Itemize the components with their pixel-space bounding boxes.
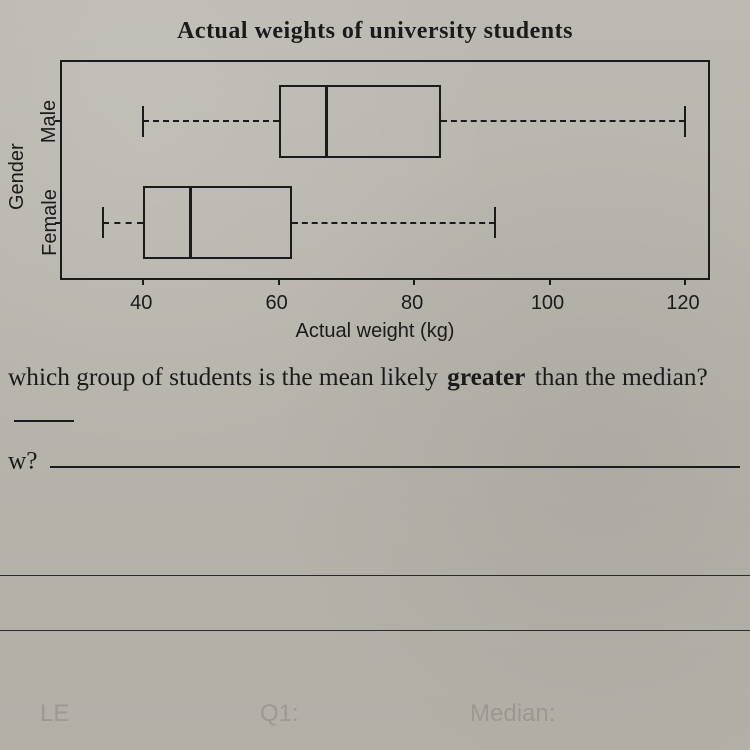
y-tick-mark — [55, 120, 62, 122]
x-tick-label: 60 — [266, 292, 288, 315]
whisker-cap — [142, 106, 144, 137]
question-line-2: w? — [0, 441, 750, 482]
x-tick-mark — [549, 278, 551, 285]
question-block: which group of students is the mean like… — [0, 360, 750, 481]
question-text-a: which group of students is the mean like… — [8, 363, 438, 391]
x-tick-label: 40 — [130, 292, 152, 315]
ghost-label: Q1: — [260, 700, 299, 728]
whisker-line — [103, 222, 144, 224]
whisker-cap — [684, 106, 686, 137]
median-male — [325, 85, 328, 158]
answer-blank-line[interactable] — [14, 394, 74, 421]
whisker-line — [292, 222, 495, 224]
page-root: { "title": { "text": "Actual weights of … — [0, 0, 750, 750]
median-female — [189, 186, 192, 259]
section-rule — [0, 575, 750, 576]
plot-area: MaleFemale — [62, 62, 708, 278]
box-male — [279, 85, 442, 158]
whisker-line — [441, 120, 685, 122]
ghost-label: Median: — [470, 700, 555, 728]
y-axis-title: Gender — [6, 143, 29, 210]
x-tick-mark — [142, 278, 144, 285]
boxplot-frame: MaleFemale — [60, 60, 710, 280]
question-line-1: which group of students is the mean like… — [0, 360, 750, 435]
whisker-cap — [494, 207, 496, 238]
chart-title: Actual weights of university students — [0, 18, 750, 45]
x-tick-label: 100 — [531, 292, 564, 315]
x-tick-label: 80 — [401, 292, 423, 315]
whisker-line — [143, 120, 278, 122]
x-tick-mark — [684, 278, 686, 285]
question-bold-word: greater — [447, 363, 525, 391]
question-text-b: than the median? — [528, 363, 707, 391]
x-tick-mark — [278, 278, 280, 285]
answer-blank-line-long[interactable] — [50, 441, 740, 468]
whisker-cap — [102, 207, 104, 238]
y-tick-mark — [55, 222, 62, 224]
ghost-label: LE — [40, 700, 69, 728]
x-tick-label: 120 — [666, 292, 699, 315]
section-rule — [0, 630, 750, 631]
box-female — [143, 186, 292, 259]
x-axis-title: Actual weight (kg) — [296, 320, 455, 343]
x-tick-mark — [413, 278, 415, 285]
question-text-c: w? — [8, 446, 38, 474]
